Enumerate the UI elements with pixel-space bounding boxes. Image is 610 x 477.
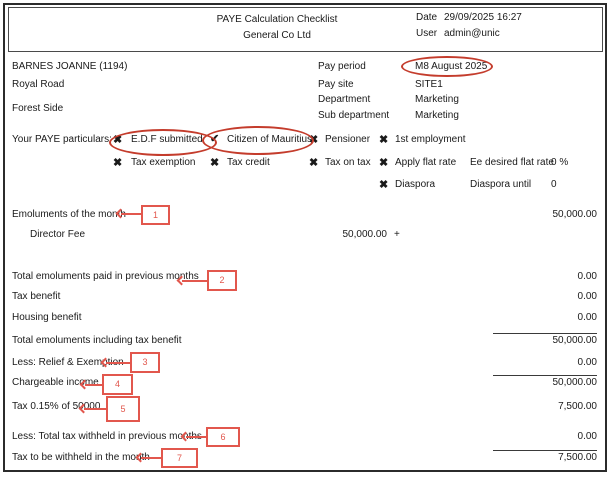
statement-row-amount: 0.00 [577,357,597,368]
x-mark-icon: ✖ [309,157,319,169]
statement-row-label: Tax benefit [12,291,61,302]
pay-period-value: M8 August 2025 [415,61,488,72]
statement-row-label: Less: Total tax withheld in previous mon… [12,431,202,442]
ee-desired-flat-rate-value: 0 % [551,157,569,168]
sub-department-label: Sub department [318,110,390,121]
callout-box-2: 2 [207,270,237,291]
statement-row-mid-amount: 50,000.00 [342,229,388,240]
statement-row-amount: 0.00 [577,271,597,282]
particular-tax-on-tax: Tax on tax [325,157,371,168]
statement-row-label: Total emoluments including tax benefit [12,335,182,346]
particular-tax-credit: Tax credit [227,157,270,168]
x-mark-icon: ✖ [210,157,220,169]
callout-number: 3 [142,357,148,367]
statement-row-amount: 0.00 [577,312,597,323]
department-label: Department [318,94,371,105]
pay-site-value: SITE1 [415,79,443,90]
particular-tax-exemption: Tax exemption [131,157,196,168]
statement-row-amount: 50,000.00 [552,335,598,346]
statement-row-label: Tax to be withheld in the month [12,452,150,463]
subtotal-rule [493,375,597,376]
date-label: Date [416,12,438,23]
callout-number: 5 [120,403,126,414]
statement-row-label: Tax 0.15% of 50000 [12,401,101,412]
callout-box-4: 4 [102,374,133,395]
employee-name: BARNES JOANNE (1194) [12,61,128,72]
callout-arrow-line [182,280,207,282]
particular-1st-employment: 1st employment [395,134,466,145]
callout-box-3: 3 [130,352,160,373]
pay-period-label: Pay period [318,61,366,72]
statement-row-amount: 0.00 [577,431,597,442]
callout-arrow-line [121,213,141,215]
particular-pensioner: Pensioner [325,134,371,145]
particular-citizen-of-mauritius: Citizen of Mauritius [227,134,313,145]
callout-box-6: 6 [206,427,240,447]
statement-row-label: Total emoluments paid in previous months [12,271,199,282]
callout-arrow-line [106,362,130,364]
particular-edf-submitted: E.D.F submitted [131,134,203,145]
statement-row-amount: 50,000.00 [552,377,598,388]
statement-row-label: Less: Relief & Exemption [12,357,124,368]
user-label: User [416,28,438,39]
diaspora-until-value: 0 [551,179,557,190]
x-mark-icon: ✖ [379,134,389,146]
statement-row-label: Emoluments of the month [12,209,126,220]
date-value: 29/09/2025 16:27 [444,12,522,23]
x-mark-icon: ✖ [379,157,389,169]
callout-arrow-line [84,408,106,410]
statement-row-label: Director Fee [30,229,86,240]
callout-box-5: 5 [106,396,140,422]
particular-apply-flat-rate: Apply flat rate [395,157,457,168]
plus-sign: + [394,229,400,240]
check-mark-icon: ✔ [210,133,220,145]
callout-arrow-line [186,436,206,438]
callout-box-1: 1 [141,205,170,225]
callout-box-7: 7 [161,448,198,468]
diaspora-until-label: Diaspora until [470,179,532,190]
report-title: PAYE Calculation Checklist [216,14,338,25]
user-value: admin@unic [444,28,500,39]
employee-address1: Royal Road [12,79,65,90]
callout-number: 2 [219,275,225,285]
x-mark-icon: ✖ [113,134,123,146]
statement-row-label: Chargeable income [12,377,99,388]
statement-row-amount: 0.00 [577,291,597,302]
callout-number: 1 [152,209,158,220]
x-mark-icon: ✖ [113,157,123,169]
company-name: General Co Ltd [243,30,311,41]
sub-department-value: Marketing [415,110,459,121]
callout-number: 7 [176,452,182,463]
x-mark-icon: ✖ [309,134,319,146]
statement-row-amount: 7,500.00 [558,401,597,412]
statement-row-amount: 50,000.00 [552,209,598,220]
report-header-titles: PAYE Calculation Checklist General Co Lt… [17,8,537,42]
callout-number: 4 [114,379,120,389]
page-border [3,3,607,472]
callout-arrow-line [85,384,102,386]
total-rule [493,450,597,451]
particular-diaspora: Diaspora [395,179,436,190]
department-value: Marketing [415,94,459,105]
statement-row-label: Housing benefit [12,312,82,323]
employee-address2: Forest Side [12,103,64,114]
statement-row-amount: 7,500.00 [558,452,597,463]
x-mark-icon: ✖ [379,179,389,191]
callout-number: 6 [220,431,226,442]
particulars-section-label: Your PAYE particulars: [12,134,112,145]
subtotal-rule [493,333,597,334]
report-header: PAYE Calculation Checklist General Co Lt… [8,7,603,52]
pay-site-label: Pay site [318,79,354,90]
ee-desired-flat-rate-label: Ee desired flat rate [470,157,554,168]
callout-arrow-line [141,457,161,459]
